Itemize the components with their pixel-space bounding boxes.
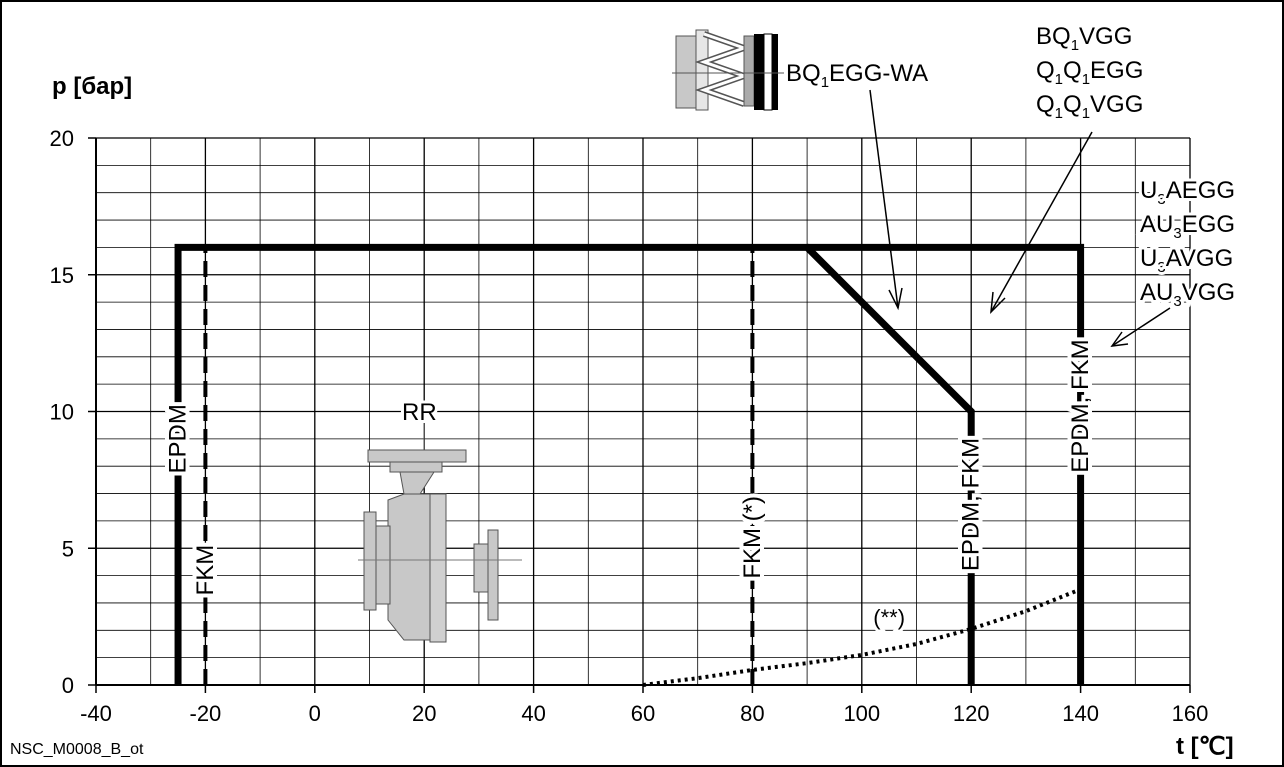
- series-line-2: [971, 243, 1085, 685]
- line-label-4: EPDM, FKM: [1067, 339, 1094, 472]
- y-tick-label: 10: [50, 400, 74, 425]
- x-tick-label: 0: [309, 701, 321, 726]
- x-tick-label: 60: [631, 701, 655, 726]
- x-tick-label: -40: [80, 701, 112, 726]
- series-line-5: [642, 587, 1082, 687]
- label-q1-group-2: Q1Q1VGG: [1036, 91, 1143, 122]
- pump-rr-icon: [358, 412, 522, 643]
- line-label-1: FKM: [192, 545, 219, 596]
- x-tick-label: 140: [1062, 701, 1099, 726]
- x-tick-label: 40: [521, 701, 545, 726]
- label-u3-group-0: U3AEGG: [1140, 177, 1235, 208]
- figure-id: NSC_M0008_B_ot: [10, 741, 144, 758]
- label-q1-group-1: Q1Q1EGG: [1036, 57, 1143, 88]
- label-u3-group-3: AU3VGG: [1140, 279, 1235, 310]
- arrow-q1q1: [990, 131, 1093, 313]
- curve-label: (**): [873, 605, 905, 630]
- arrow-au3vgg-head: [1110, 331, 1129, 347]
- y-axis-label: p [бар]: [52, 73, 132, 100]
- x-tick-label: 20: [412, 701, 436, 726]
- seal-label-rest: EGG-WA: [829, 60, 928, 87]
- y-tick-label: 15: [50, 263, 74, 288]
- arrow-q1q1-head: [990, 291, 1006, 315]
- arrow-au3vgg: [1111, 307, 1171, 347]
- mechanical-seal-icon: [672, 29, 784, 111]
- grid: [95, 137, 1191, 686]
- arrow-seal-wa: [869, 89, 899, 309]
- pump-label: RR: [402, 399, 437, 426]
- label-u3-group-2: U3AVGG: [1140, 245, 1233, 276]
- seal-label-sub: 1: [821, 74, 829, 91]
- pointer-arrows: [869, 89, 1171, 347]
- tick-labels: -40 -20 0 20 40 60 80 100 120 140 160 0 5 10 15 20: [50, 126, 1209, 726]
- line-label-2: FKM (*): [739, 496, 766, 579]
- y-tick-label: 5: [62, 536, 74, 561]
- line-labels: EPDM FKM FKM (*) EPDM, FKM EPDM, FKM: [161, 335, 1099, 599]
- arrow-seal-wa-head: [888, 287, 903, 311]
- line-label-0: EPDM: [165, 404, 192, 473]
- x-tick-label: 80: [740, 701, 764, 726]
- x-tick-label: -20: [190, 701, 222, 726]
- y-tick-label: 20: [50, 126, 74, 151]
- label-q1-group-0: BQ1VGG: [1036, 23, 1132, 54]
- x-tick-label: 100: [843, 701, 880, 726]
- x-tick-label: 160: [1172, 701, 1209, 726]
- y-tick-label: 0: [62, 673, 74, 698]
- series-lines: [174, 243, 1085, 687]
- seal-top-label: BQ1EGG-WA: [786, 60, 928, 91]
- label-u3-group-1: AU3EGG: [1140, 211, 1235, 242]
- seal-label-main: BQ: [786, 60, 821, 87]
- x-axis-label: t [℃]: [1176, 733, 1234, 760]
- line-label-3: EPDM, FKM: [958, 438, 985, 571]
- x-tick-label: 120: [953, 701, 990, 726]
